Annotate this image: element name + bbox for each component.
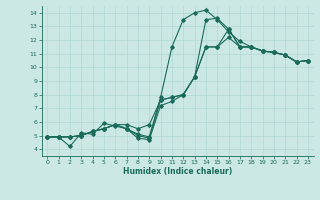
- X-axis label: Humidex (Indice chaleur): Humidex (Indice chaleur): [123, 167, 232, 176]
